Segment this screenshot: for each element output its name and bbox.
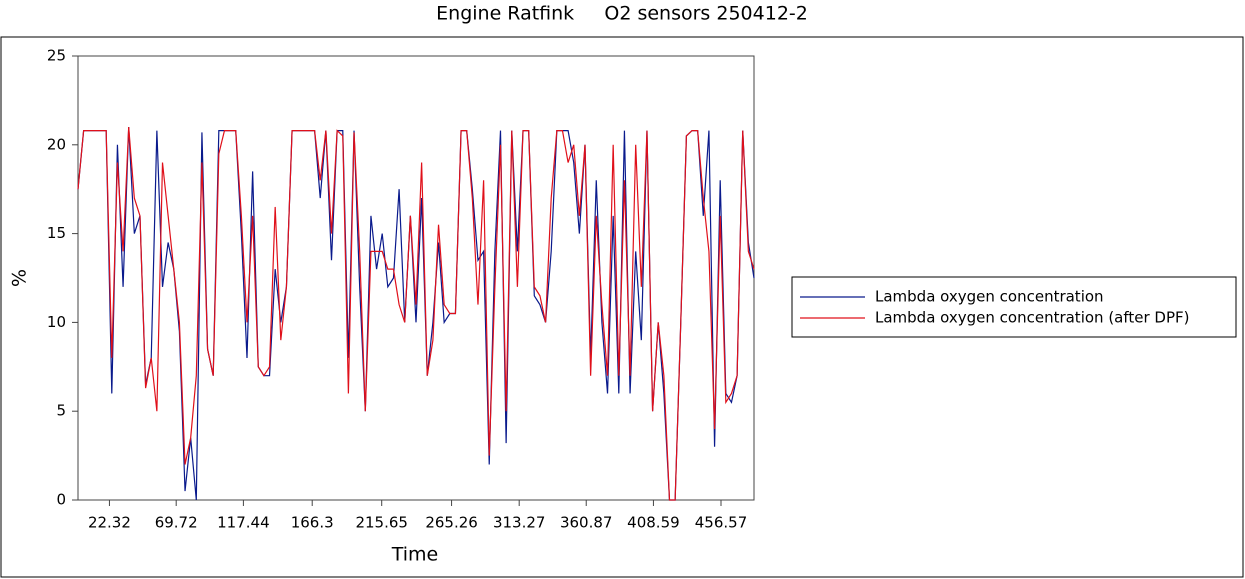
- x-tick-label: 313.27: [493, 514, 546, 532]
- x-tick-label: 456.57: [695, 514, 748, 532]
- plot-area: [77, 55, 755, 501]
- x-tick-label: 215.65: [355, 514, 408, 532]
- y-tick-label: 25: [47, 47, 66, 65]
- y-tick-label: 20: [47, 135, 66, 153]
- x-tick-label: 360.87: [560, 514, 613, 532]
- chart-frame: [0, 36, 1244, 578]
- y-tick-label: 0: [56, 491, 66, 509]
- x-axis-label: Time: [391, 544, 439, 566]
- legend-label: Lambda oxygen concentration: [875, 288, 1104, 306]
- x-tick-label: 408.59: [627, 514, 680, 532]
- y-axis-label: %: [9, 269, 31, 287]
- y-tick-label: 5: [56, 402, 66, 420]
- x-tick-label: 22.32: [88, 514, 131, 532]
- y-tick-label: 10: [47, 313, 66, 331]
- data-line: [77, 127, 755, 501]
- x-tick-label: 69.72: [155, 514, 198, 532]
- chart-title: Engine Ratfink O2 sensors 250412-2: [436, 3, 808, 25]
- legend: [791, 276, 1237, 338]
- legend-label: Lambda oxygen concentration (after DPF): [875, 309, 1190, 327]
- x-tick-label: 166.3: [291, 514, 334, 532]
- x-tick-label: 117.44: [217, 514, 270, 532]
- y-tick-label: 15: [47, 224, 66, 242]
- data-line: [77, 126, 755, 501]
- x-tick-label: 265.26: [425, 514, 478, 532]
